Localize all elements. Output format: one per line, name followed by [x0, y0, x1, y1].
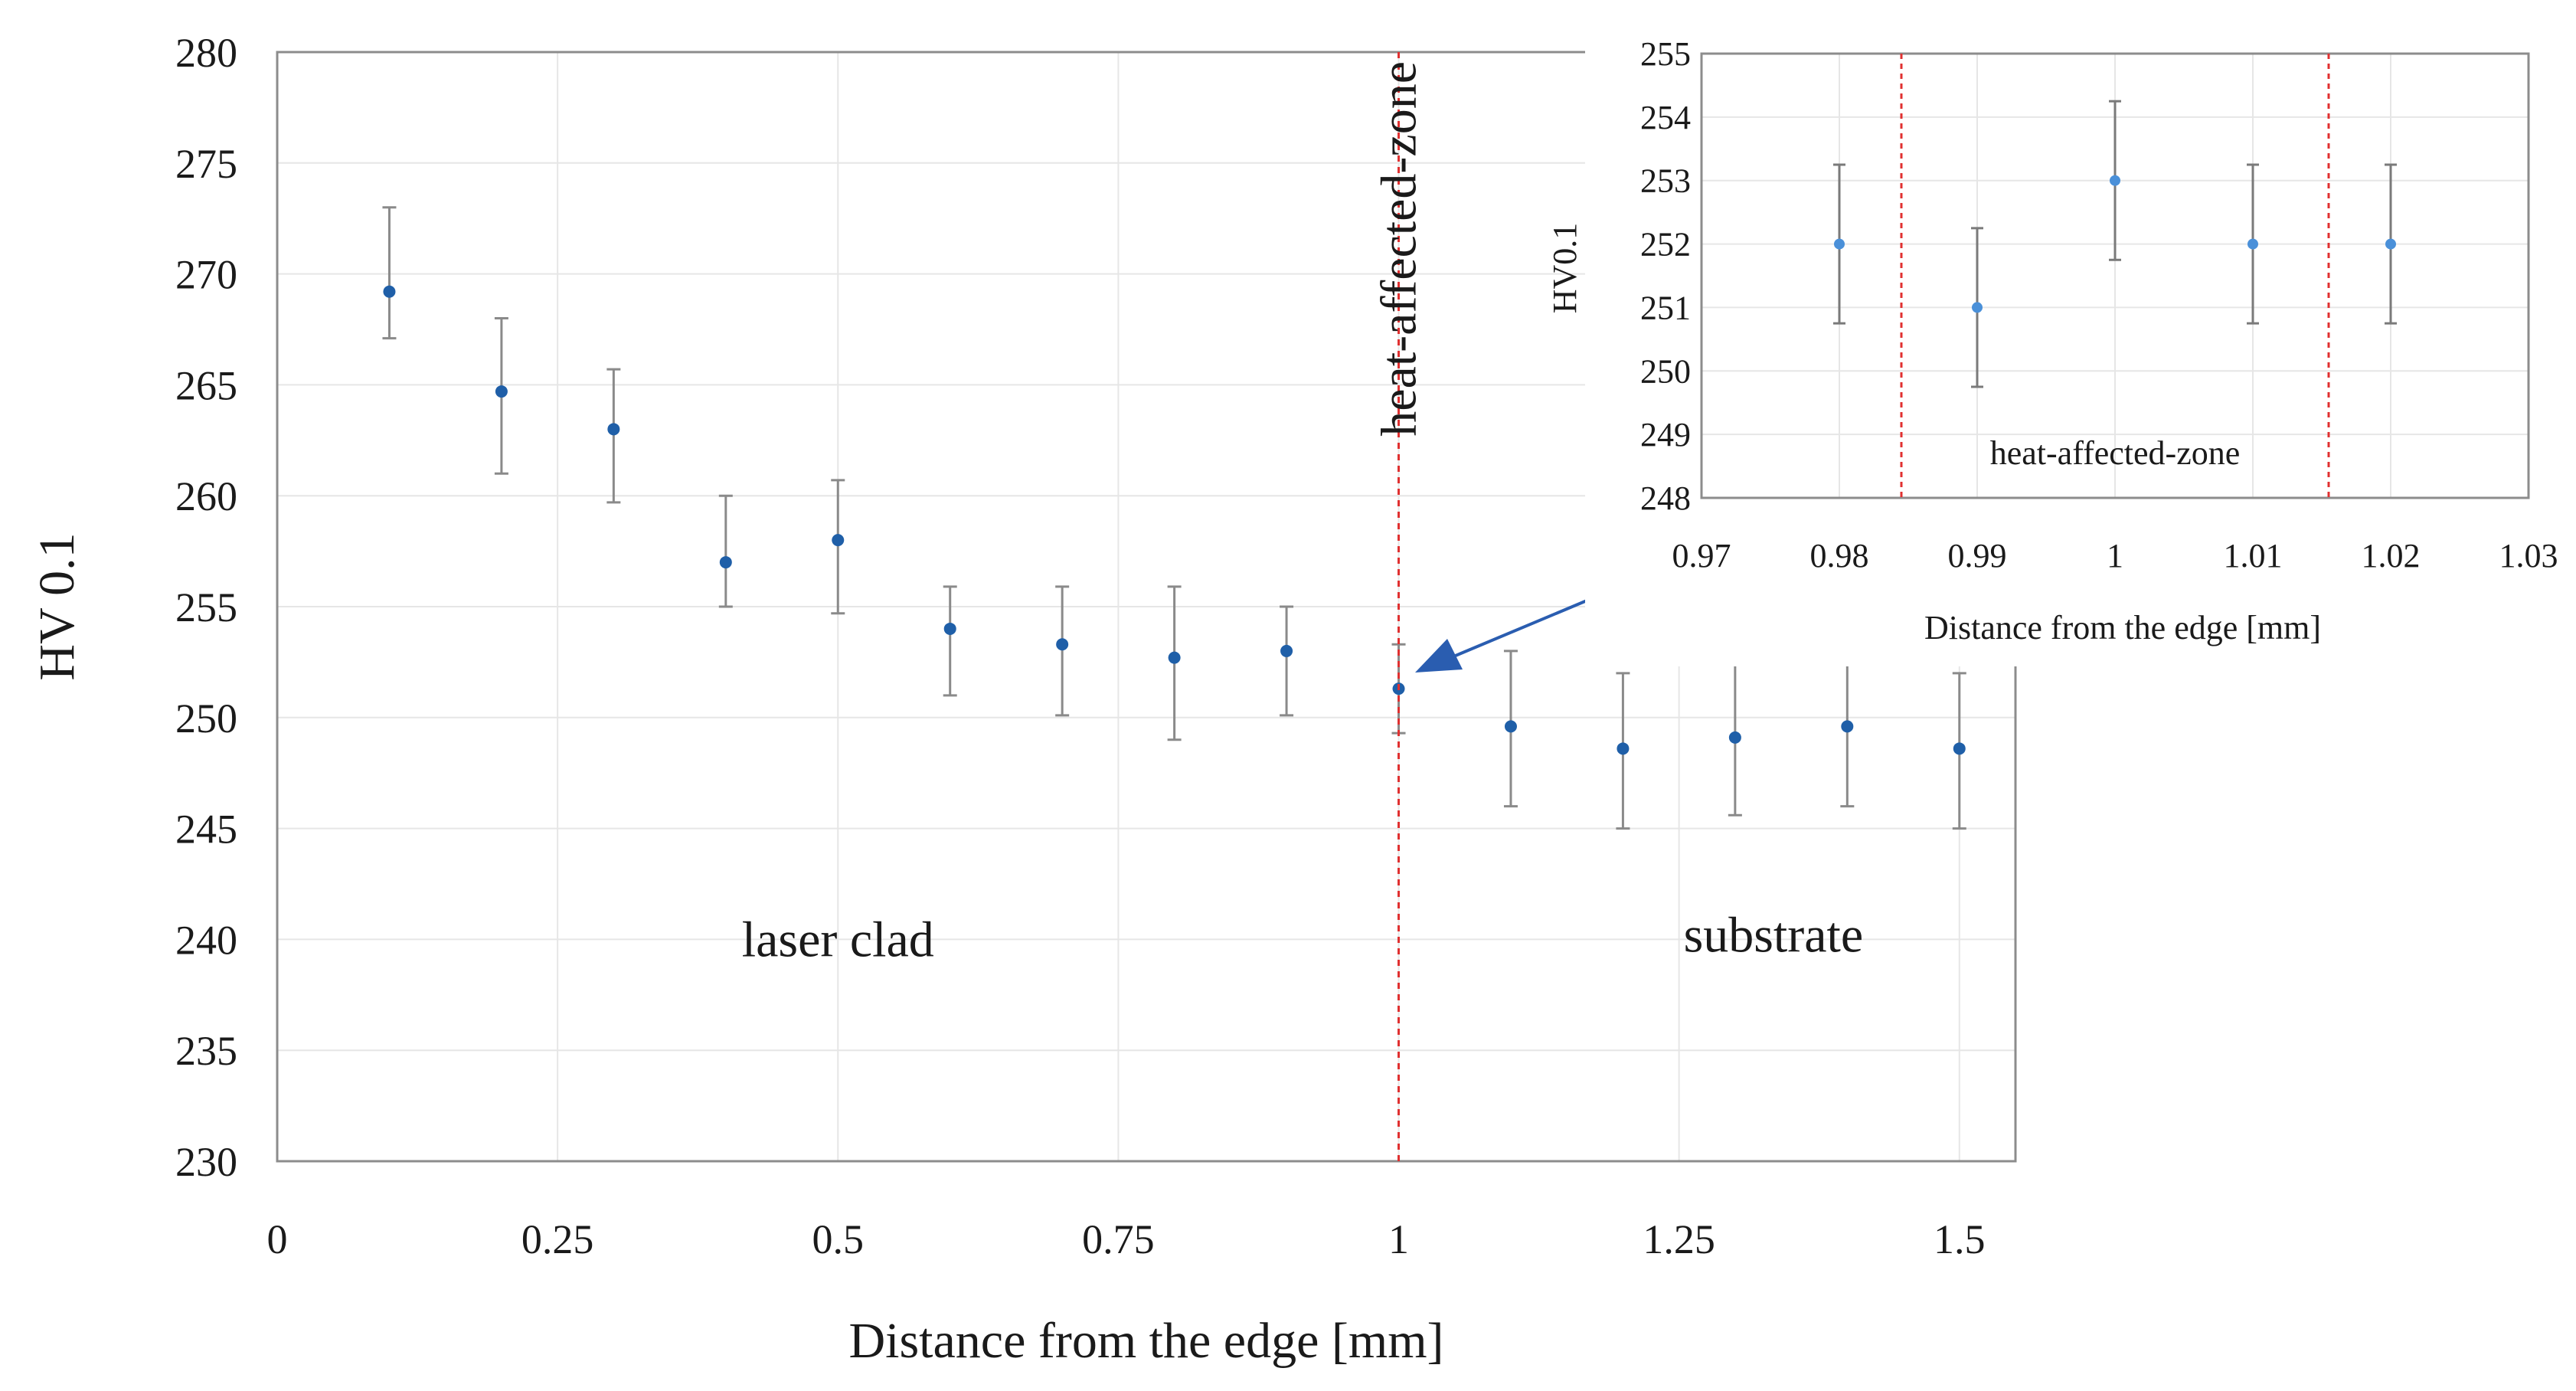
substrate-label: substrate	[1684, 908, 1864, 964]
inset-background	[1585, 31, 2576, 666]
inset-data-points	[1834, 175, 2396, 313]
main-data-point	[1617, 742, 1630, 755]
main-data-point	[832, 534, 845, 547]
inset-y-tick-label: 251	[1640, 289, 1691, 326]
inset-x-tick-label: 1.01	[2224, 537, 2283, 574]
main-x-tick-label: 0.75	[1082, 1216, 1155, 1262]
inset-y-tick-label: 253	[1640, 162, 1691, 200]
inset-data-point	[1834, 238, 1845, 250]
main-data-point	[1504, 720, 1517, 733]
inset-x-tick-label: 1.02	[2362, 537, 2421, 574]
main-y-tick-label: 270	[175, 252, 237, 298]
main-data-point	[1728, 731, 1741, 744]
main-haz-label: heat-affected-zone	[1371, 61, 1427, 437]
main-y-tick-label: 245	[175, 807, 237, 853]
main-x-tick-label: 1	[1388, 1216, 1409, 1262]
inset-data-point	[2110, 175, 2120, 186]
main-data-point	[1953, 742, 1966, 755]
main-x-tick-label: 1.5	[1934, 1216, 1986, 1262]
inset-x-tick-label: 1.03	[2499, 537, 2558, 574]
inset-tick-labels: 248 249 250 251 252 253 254 255 0.97 0.98 0.99 1 1.0…	[1640, 35, 2558, 574]
inset-data-point	[2385, 238, 2396, 250]
main-data-point	[719, 556, 732, 569]
inset-data-point	[1972, 302, 1983, 313]
inset-y-tick-label: 248	[1640, 479, 1691, 517]
inset-x-tick-label: 0.99	[1948, 537, 2007, 574]
inset-y-axis-title: HV0.1	[1546, 223, 1584, 314]
main-y-tick-label: 265	[175, 362, 237, 408]
inset-y-tick-label: 250	[1640, 352, 1691, 390]
inset-x-tick-label: 0.97	[1672, 537, 1731, 574]
laser-clad-label: laser clad	[742, 912, 934, 967]
main-y-tick-label: 240	[175, 917, 237, 963]
main-data-points	[383, 285, 1966, 755]
main-x-tick-label: 1.25	[1643, 1216, 1715, 1262]
inset-haz-label: heat-affected-zone	[1990, 434, 2241, 472]
inset-y-tick-label: 252	[1640, 226, 1691, 263]
inset-plot-frame	[1700, 52, 2530, 499]
main-data-point	[1280, 644, 1293, 657]
main-y-tick-label: 255	[175, 584, 237, 630]
main-data-point	[1841, 720, 1854, 733]
main-y-tick-label: 280	[175, 30, 237, 76]
inset-x-tick-label: 1	[2107, 537, 2123, 574]
inset-y-tick-label: 249	[1640, 416, 1691, 453]
main-x-tick-label: 0.5	[812, 1216, 865, 1262]
main-data-point	[607, 423, 620, 436]
main-x-axis-title: Distance from the edge [mm]	[848, 1313, 1443, 1369]
main-data-point	[1168, 651, 1181, 664]
main-y-tick-label: 275	[175, 141, 237, 187]
main-data-point	[943, 622, 956, 635]
inset-y-tick-label: 255	[1640, 35, 1691, 73]
main-y-axis-title: HV 0.1	[29, 532, 85, 680]
main-data-point	[383, 285, 396, 298]
inset-x-tick-label: 0.98	[1810, 537, 1869, 574]
main-data-point	[1056, 638, 1069, 651]
main-y-tick-label: 250	[175, 696, 237, 741]
inset-haz-boundary-lines	[1900, 54, 2330, 498]
inset-x-axis-title: Distance from the edge [mm]	[1924, 609, 2321, 646]
main-tick-labels: 230 235 240 245 250 255 260 265 270 275 280 0 0.25 0.…	[175, 30, 1986, 1262]
main-x-tick-label: 0	[267, 1216, 288, 1262]
main-data-point	[495, 385, 508, 398]
main-y-tick-label: 230	[175, 1139, 237, 1185]
inset-data-point	[2247, 238, 2258, 250]
main-chart: 230 235 240 245 250 255 260 265 270 275 280 0 0.25 0.…	[29, 30, 2017, 1369]
main-y-tick-label: 260	[175, 473, 237, 519]
main-x-tick-label: 0.25	[521, 1216, 594, 1262]
main-y-tick-label: 235	[175, 1028, 237, 1074]
inset-y-tick-label: 254	[1640, 99, 1691, 136]
inset-chart: 248 249 250 251 252 253 254 255 0.97 0.98 0.99 1 1.0…	[1546, 31, 2576, 666]
